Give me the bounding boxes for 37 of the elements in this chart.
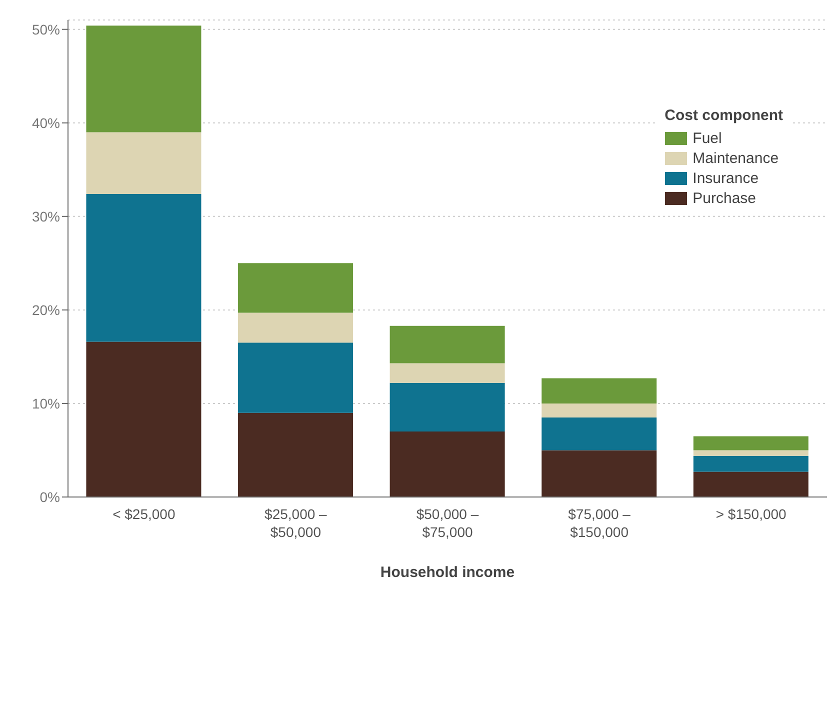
bar [86, 342, 202, 497]
y-tick-label: 40% [32, 114, 60, 131]
bar [542, 378, 657, 404]
bar [390, 326, 505, 364]
y-tick-label: 20% [32, 302, 60, 318]
bar [238, 312, 354, 343]
x-tick-label: < $25,000 [112, 506, 176, 522]
bar [390, 382, 505, 432]
bar [693, 450, 808, 456]
bar [86, 26, 202, 132]
x-tick-label: $75,000 – $150,000 [568, 506, 631, 540]
bar [238, 412, 354, 497]
bar [238, 342, 354, 413]
bar [86, 194, 202, 342]
legend-label: Fuel [692, 130, 722, 147]
y-tick-label: 30% [32, 208, 60, 224]
y-tick-label: 0% [40, 488, 60, 505]
x-tick-label: $50,000 – $75,000 [416, 506, 479, 540]
legend-title: Cost component [664, 107, 783, 124]
bar [542, 418, 657, 450]
bar [390, 363, 505, 383]
y-tick-label: 10% [32, 395, 60, 412]
bar [86, 132, 202, 194]
legend-label: Insurance [692, 170, 759, 187]
bar [693, 472, 808, 497]
legend-label: Maintenance [692, 150, 779, 167]
legend-label: Purchase [692, 190, 756, 207]
x-tick-label: > $150,000 [716, 506, 787, 522]
x-axis-title: Household income [380, 564, 515, 581]
x-tick-label: $25,000 – $50,000 [264, 506, 328, 540]
y-tick-label: 50% [32, 21, 60, 38]
bar [390, 432, 505, 497]
bar [542, 450, 657, 497]
bar [693, 456, 808, 472]
bar [693, 436, 808, 450]
bar [238, 263, 354, 313]
bar [542, 403, 657, 418]
